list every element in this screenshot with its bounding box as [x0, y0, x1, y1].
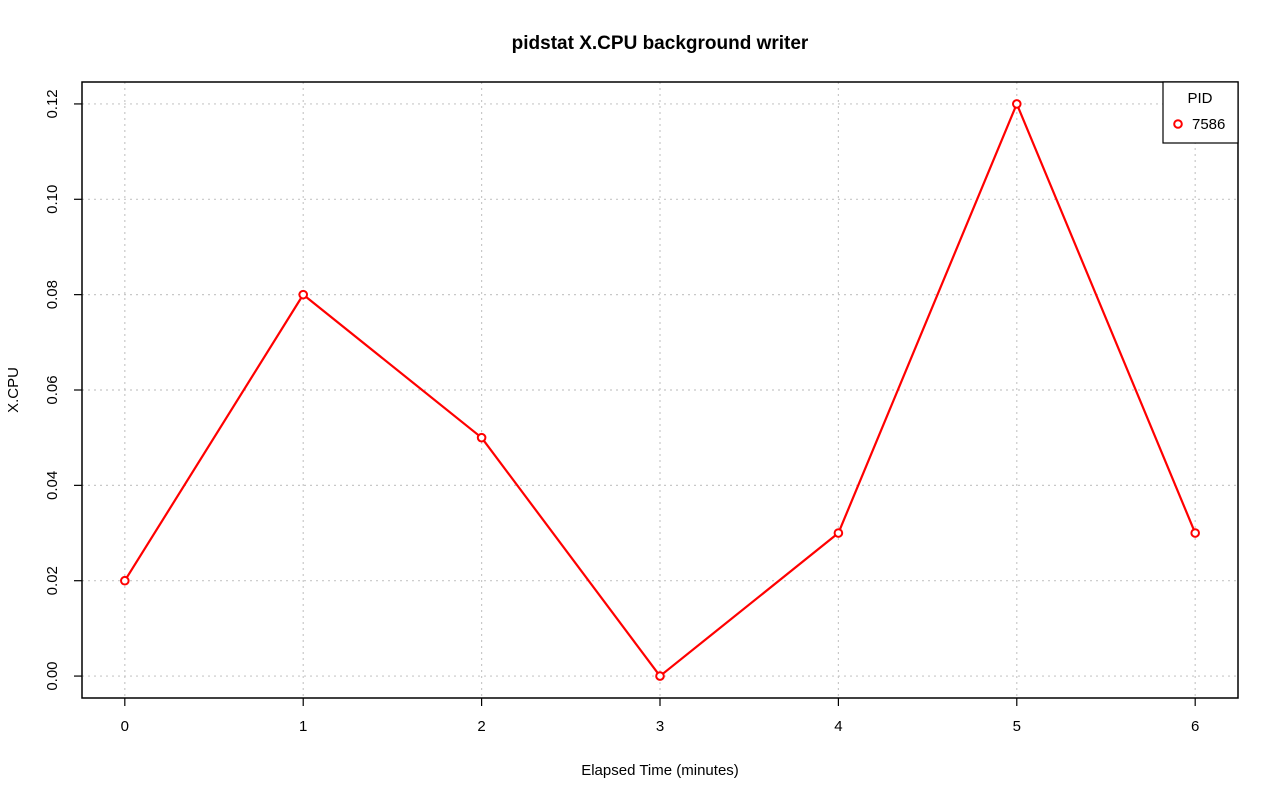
x-tick-label-2: 2 — [477, 718, 485, 735]
x-axis-label: Elapsed Time (minutes) — [581, 762, 739, 779]
chart-title: pidstat X.CPU background writer — [512, 33, 809, 54]
data-point-0-2 — [476, 432, 487, 443]
legend-entry-label: 7586 — [1192, 116, 1225, 133]
x-tick-label-0: 0 — [121, 718, 129, 735]
data-point-0-6 — [1190, 528, 1200, 538]
legend: PID 7586 — [1162, 81, 1239, 144]
y-axis-label: X.CPU — [5, 367, 22, 413]
x-tick-label-1: 1 — [299, 718, 307, 735]
series — [120, 99, 1200, 681]
y-tick-label-5: 0.10 — [44, 185, 61, 214]
y-tick-label-6: 0.12 — [44, 89, 61, 118]
data-point-0-0 — [120, 575, 130, 586]
y-tick-label-3: 0.06 — [44, 375, 61, 404]
y-tick-label-0: 0.00 — [44, 661, 61, 690]
y-axis: 0.00 0.02 0.04 0.06 0.08 0.10 0.12 — [44, 89, 82, 691]
y-tick-label-2: 0.04 — [44, 471, 61, 500]
y-tick-label-4: 0.08 — [44, 280, 61, 309]
legend-marker — [1173, 119, 1183, 129]
x-tick-label-3: 3 — [656, 718, 664, 735]
data-point-0-4 — [833, 528, 844, 538]
x-tick-label-4: 4 — [834, 718, 842, 735]
data-point-0-5 — [1011, 99, 1022, 109]
data-point-0-3 — [655, 671, 665, 681]
legend-box — [1162, 81, 1239, 144]
data-point-0-1 — [298, 289, 309, 300]
x-tick-label-6: 6 — [1191, 718, 1199, 735]
grid — [82, 82, 1238, 698]
legend-title: PID — [1187, 90, 1212, 107]
x-tick-label-5: 5 — [1013, 718, 1021, 735]
x-axis: 0 1 2 3 4 5 6 — [121, 698, 1199, 735]
y-tick-label-1: 0.02 — [44, 566, 61, 595]
